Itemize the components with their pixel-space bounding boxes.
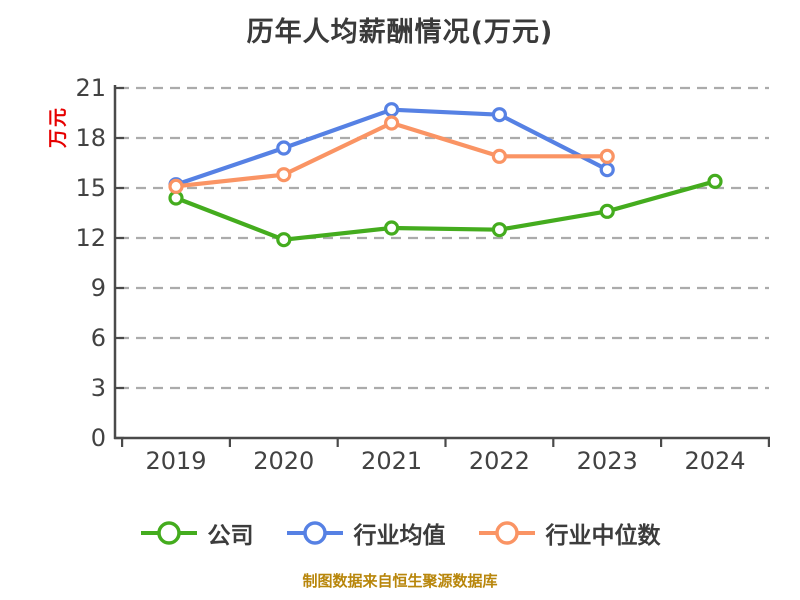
- chart-legend: 公司 行业均值 行业中位数: [0, 516, 800, 550]
- legend-label: 公司: [207, 523, 254, 549]
- x-tick-label: 2023: [577, 447, 638, 475]
- y-tick-label: 21: [75, 74, 106, 102]
- x-tick-label: 2022: [469, 447, 530, 475]
- data-point[interactable]: [491, 148, 507, 164]
- data-point[interactable]: [491, 107, 507, 123]
- y-tick-label: 0: [91, 424, 106, 452]
- legend-label: 行业均值: [353, 523, 446, 549]
- source-note: 制图数据来自恒生聚源数据库: [302, 572, 498, 590]
- legend-marker-icon: [140, 521, 197, 545]
- data-point[interactable]: [384, 220, 400, 236]
- series-line-0: [173, 179, 718, 242]
- data-point[interactable]: [168, 178, 184, 194]
- legend-marker-icon: [286, 521, 343, 545]
- x-tick-label: 2021: [361, 447, 422, 475]
- legend-item-0[interactable]: 公司: [140, 516, 254, 550]
- y-tick-label: 12: [75, 224, 106, 252]
- legend-item-1[interactable]: 行业均值: [286, 516, 446, 550]
- y-tick-label: 15: [75, 174, 106, 202]
- data-point[interactable]: [276, 167, 292, 183]
- x-tick-label: 2024: [684, 447, 745, 475]
- y-tick-label: 3: [91, 374, 106, 402]
- y-tick-label: 9: [91, 274, 106, 302]
- x-tick-label: 2019: [145, 447, 206, 475]
- data-point[interactable]: [276, 140, 292, 156]
- data-point[interactable]: [491, 222, 507, 238]
- data-point[interactable]: [599, 162, 615, 178]
- data-point[interactable]: [276, 232, 292, 248]
- y-tick-label: 6: [91, 324, 106, 352]
- y-tick-label: 18: [75, 124, 106, 152]
- data-point[interactable]: [599, 203, 615, 219]
- series-line-2: [173, 120, 610, 189]
- data-point[interactable]: [384, 102, 400, 118]
- legend-item-2[interactable]: 行业中位数: [478, 516, 661, 550]
- chart-title: 历年人均薪酬情况(万元): [246, 17, 554, 48]
- y-axis-title: 万元: [47, 106, 69, 149]
- data-point[interactable]: [599, 148, 615, 164]
- data-point[interactable]: [707, 173, 723, 189]
- plot-area: 0 3 6 9 12 15 18 21 2019 2020 2021 2022 2023 2024 万元: [47, 74, 771, 475]
- legend-label: 行业中位数: [545, 523, 661, 549]
- legend-marker-icon: [478, 521, 535, 545]
- data-point[interactable]: [384, 115, 400, 131]
- x-tick-label: 2020: [253, 447, 314, 475]
